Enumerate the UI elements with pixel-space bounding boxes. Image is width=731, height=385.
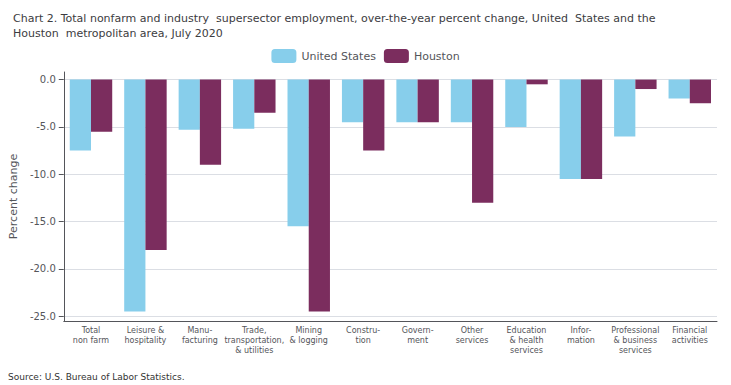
svg-text:Education: Education bbox=[507, 326, 547, 335]
svg-text:-10.0: -10.0 bbox=[30, 169, 56, 180]
svg-text:hospitality: hospitality bbox=[125, 336, 167, 345]
svg-text:mation: mation bbox=[567, 336, 595, 345]
svg-text:-15.0: -15.0 bbox=[30, 216, 56, 227]
svg-text:Houston metropolitan area, Ju: Houston metropolitan area, July 2020 bbox=[13, 27, 223, 40]
svg-text:& business: & business bbox=[614, 336, 658, 345]
svg-text:Govern-: Govern- bbox=[402, 326, 434, 335]
svg-text:Chart 2. Total nonfarm and ind: Chart 2. Total nonfarm and industry supe… bbox=[13, 12, 656, 25]
svg-text:Constru-: Constru- bbox=[346, 326, 380, 335]
svg-text:& utilities: & utilities bbox=[235, 346, 273, 355]
svg-text:Total: Total bbox=[81, 326, 101, 335]
svg-text:Trade,: Trade, bbox=[241, 326, 266, 335]
svg-text:Infor-: Infor- bbox=[571, 326, 592, 335]
svg-text:facturing: facturing bbox=[182, 336, 218, 345]
svg-text:Leisure &: Leisure & bbox=[127, 326, 165, 335]
svg-text:Percent change: Percent change bbox=[7, 154, 20, 240]
svg-text:tion: tion bbox=[356, 336, 371, 345]
svg-text:-20.0: -20.0 bbox=[30, 263, 56, 274]
svg-text:ment: ment bbox=[407, 336, 428, 345]
svg-text:United States: United States bbox=[301, 50, 376, 63]
svg-text:-25.0: -25.0 bbox=[30, 311, 56, 322]
svg-text:activities: activities bbox=[672, 336, 708, 345]
svg-text:Professional: Professional bbox=[611, 326, 659, 335]
svg-text:0.0: 0.0 bbox=[40, 74, 56, 85]
svg-text:Financial: Financial bbox=[672, 326, 707, 335]
svg-text:services: services bbox=[510, 346, 543, 355]
svg-text:Source: U.S. Bureau of Labor S: Source: U.S. Bureau of Labor Statistics. bbox=[8, 372, 185, 382]
svg-text:services: services bbox=[619, 346, 652, 355]
svg-text:services: services bbox=[456, 336, 489, 345]
svg-text:& logging: & logging bbox=[290, 336, 328, 345]
svg-text:Manu-: Manu- bbox=[187, 326, 212, 335]
svg-text:Other: Other bbox=[461, 326, 484, 335]
svg-text:-5.0: -5.0 bbox=[36, 121, 56, 132]
svg-text:Mining: Mining bbox=[295, 326, 322, 335]
svg-text:Houston: Houston bbox=[414, 50, 460, 63]
svg-text:non farm: non farm bbox=[73, 336, 109, 345]
svg-text:transportation,: transportation, bbox=[224, 336, 284, 345]
svg-text:& health: & health bbox=[509, 336, 543, 345]
